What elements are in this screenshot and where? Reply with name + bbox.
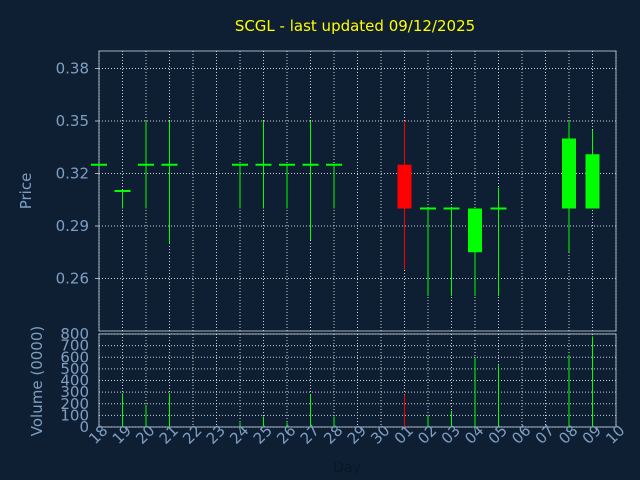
candle-24: [232, 163, 248, 209]
candle-21: [161, 121, 178, 244]
day-tick-label: 26: [273, 422, 299, 448]
day-tick-label: 27: [297, 422, 323, 448]
day-tick-label: 09: [579, 422, 605, 448]
candle-02: [420, 207, 436, 296]
candle-05: [490, 187, 507, 296]
candle-04: [468, 208, 482, 296]
candle-body: [114, 190, 131, 192]
day-tick-label: 23: [203, 422, 229, 448]
candle-18: [91, 163, 107, 166]
candle-body: [326, 163, 342, 166]
day-tick-label: 30: [367, 422, 393, 448]
candle-27: [302, 121, 319, 240]
x-axis-label: Day: [333, 460, 361, 476]
day-tick-label: 24: [226, 422, 252, 448]
day-tick-label: 08: [555, 422, 581, 448]
candle-body: [585, 154, 600, 209]
candle-09: [585, 129, 600, 209]
candle-28: [326, 163, 342, 209]
volume-tick-label: 400: [60, 372, 89, 390]
candle-01: [397, 121, 412, 270]
candle-body: [468, 208, 482, 253]
candle-body: [91, 163, 107, 166]
day-tick-label: 02: [414, 422, 440, 448]
candle-19: [114, 190, 131, 209]
volume-tick-label: 500: [60, 360, 89, 378]
day-tick-labels: 1819202122232425262728293001020304050607…: [85, 422, 628, 448]
volume-grid: [98, 333, 617, 428]
price-tick-label: 0.38: [56, 60, 89, 78]
price-tick-label: 0.29: [56, 217, 89, 235]
volume-tick-label: 200: [60, 395, 89, 413]
candle-body: [490, 207, 507, 210]
candle-03: [443, 207, 460, 296]
day-tick-label: 29: [344, 422, 370, 448]
volume-tick-label: 800: [60, 325, 89, 343]
candle-08: [562, 121, 576, 253]
candle-body: [302, 163, 319, 166]
volume-tick-label: 100: [60, 406, 89, 424]
price-tick-label: 0.32: [56, 165, 89, 183]
price-grid: [98, 51, 617, 331]
candles: [91, 121, 600, 296]
candle-body: [255, 163, 272, 166]
candle-body: [161, 163, 178, 166]
day-tick-label: 07: [532, 422, 558, 448]
day-tick-label: 20: [132, 422, 158, 448]
candle-body: [397, 164, 412, 209]
chart-title: SCGL - last updated 09/12/2025: [235, 17, 475, 35]
day-tick-label: 05: [485, 422, 511, 448]
candle-26: [279, 163, 295, 209]
candle-20: [138, 121, 154, 209]
candle-body: [443, 207, 460, 210]
day-tick-label: 10: [602, 422, 628, 448]
day-tick-label: 22: [179, 422, 205, 448]
candle-body: [232, 163, 248, 166]
price-tick-labels: 0.38 0.35 0.32 0.29 0.26: [56, 60, 99, 288]
volume-axis-label: Volume (0000): [28, 326, 46, 436]
volume-tick-label: 300: [60, 383, 89, 401]
volume-tick-label: 700: [60, 337, 89, 355]
price-tick-label: 0.26: [56, 270, 89, 288]
price-tick-label: 0.35: [56, 112, 89, 130]
day-tick-label: 18: [85, 422, 111, 448]
candle-body: [562, 138, 576, 209]
price-axis-label: Price: [17, 173, 35, 210]
candle-body: [420, 207, 436, 210]
candle-25: [255, 121, 272, 209]
day-tick-label: 06: [508, 422, 534, 448]
volume-tick-label: 0: [79, 418, 89, 436]
volume-tick-label: 600: [60, 348, 89, 366]
day-tick-label: 21: [156, 422, 182, 448]
day-tick-label: 19: [109, 422, 135, 448]
candle-body: [279, 163, 295, 166]
day-tick-label: 03: [438, 422, 464, 448]
day-tick-label: 28: [320, 422, 346, 448]
candle-body: [138, 163, 154, 166]
day-tick-label: 01: [391, 422, 417, 448]
day-tick-label: 25: [250, 422, 276, 448]
day-tick-label: 04: [461, 422, 487, 448]
volume-bars: [122, 336, 593, 427]
